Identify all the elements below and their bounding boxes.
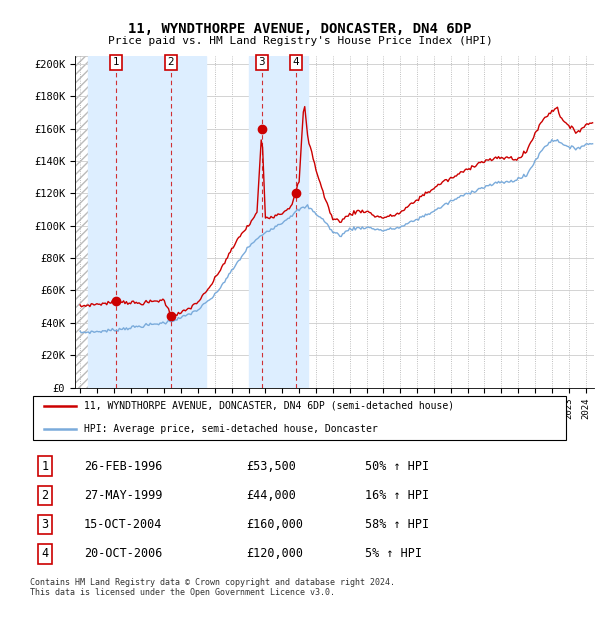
Text: 5% ↑ HPI: 5% ↑ HPI [365, 547, 422, 560]
Text: 50% ↑ HPI: 50% ↑ HPI [365, 459, 429, 472]
Text: 4: 4 [292, 58, 299, 68]
Text: 1: 1 [113, 58, 119, 68]
Text: 27-MAY-1999: 27-MAY-1999 [84, 489, 163, 502]
Text: 1: 1 [41, 459, 49, 472]
FancyBboxPatch shape [33, 396, 566, 440]
Text: 2: 2 [168, 58, 175, 68]
Text: 26-FEB-1996: 26-FEB-1996 [84, 459, 163, 472]
Text: 4: 4 [41, 547, 49, 560]
Text: £120,000: £120,000 [246, 547, 303, 560]
Text: £160,000: £160,000 [246, 518, 303, 531]
Text: 20-OCT-2006: 20-OCT-2006 [84, 547, 163, 560]
Text: 58% ↑ HPI: 58% ↑ HPI [365, 518, 429, 531]
Bar [88, 56, 206, 388]
Text: Contains HM Land Registry data © Crown copyright and database right 2024.
This d: Contains HM Land Registry data © Crown c… [30, 578, 395, 597]
Text: 16% ↑ HPI: 16% ↑ HPI [365, 489, 429, 502]
Text: 15-OCT-2004: 15-OCT-2004 [84, 518, 163, 531]
Bar [75, 56, 88, 388]
Text: 3: 3 [259, 58, 265, 68]
Text: Price paid vs. HM Land Registry's House Price Index (HPI): Price paid vs. HM Land Registry's House … [107, 36, 493, 46]
Text: 2: 2 [41, 489, 49, 502]
Text: £44,000: £44,000 [246, 489, 296, 502]
Text: 11, WYNDTHORPE AVENUE, DONCASTER, DN4 6DP (semi-detached house): 11, WYNDTHORPE AVENUE, DONCASTER, DN4 6D… [84, 401, 454, 411]
Bar [75, 56, 88, 388]
Text: 3: 3 [41, 518, 49, 531]
Text: HPI: Average price, semi-detached house, Doncaster: HPI: Average price, semi-detached house,… [84, 424, 378, 434]
Text: 11, WYNDTHORPE AVENUE, DONCASTER, DN4 6DP: 11, WYNDTHORPE AVENUE, DONCASTER, DN4 6D… [128, 22, 472, 36]
Bar [248, 56, 308, 388]
Text: £53,500: £53,500 [246, 459, 296, 472]
